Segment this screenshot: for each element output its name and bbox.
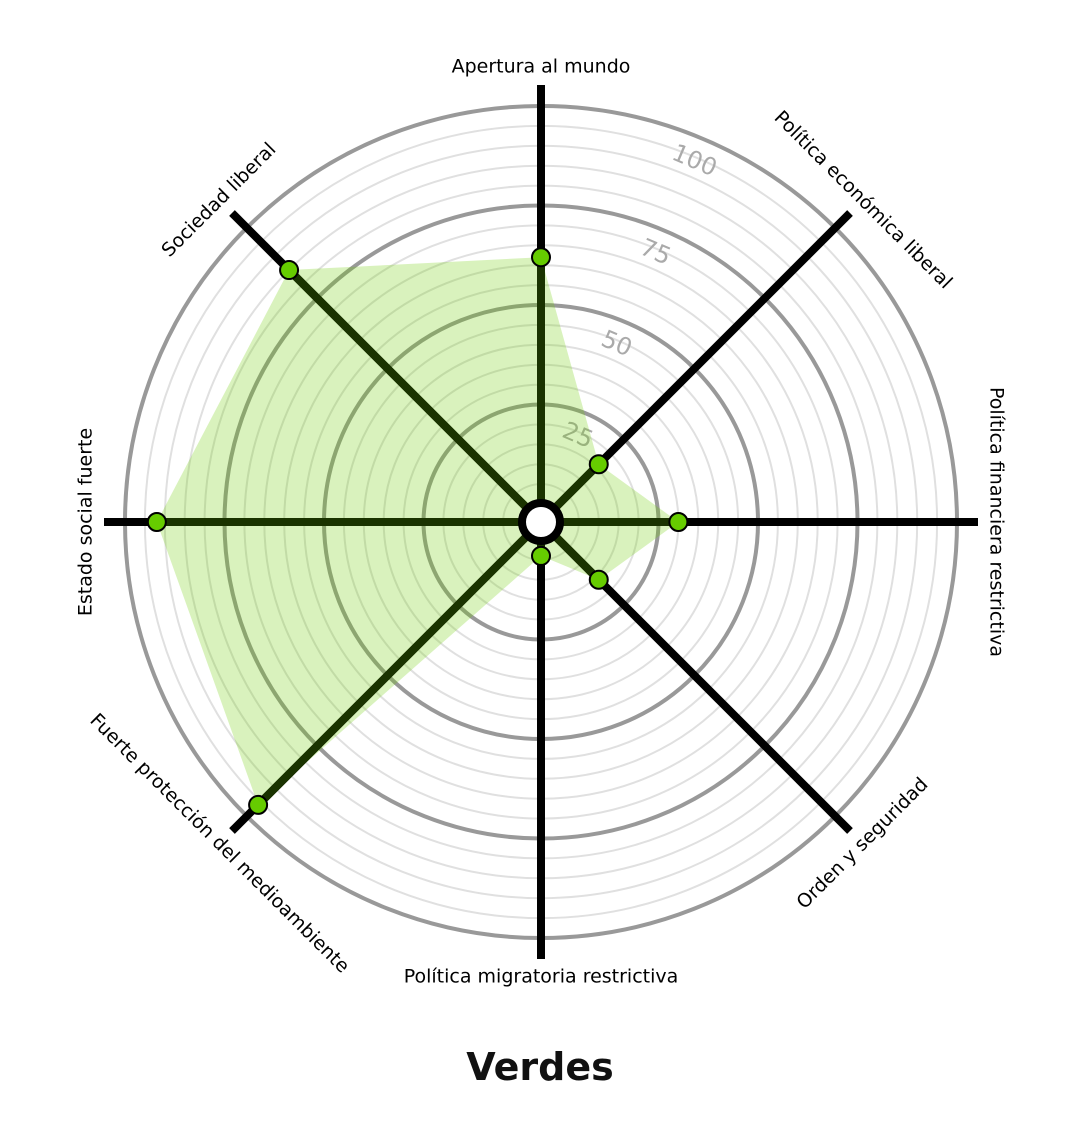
axis-label: Política migratoria restrictiva — [404, 966, 679, 988]
data-point — [588, 454, 609, 475]
data-point — [279, 260, 300, 281]
data-area — [156, 257, 679, 805]
data-point — [248, 794, 269, 815]
center-circle — [518, 499, 564, 545]
axis-label: Estado social fuerte — [75, 428, 97, 616]
data-line — [255, 519, 544, 808]
axis-label: Política financiera restrictiva — [986, 387, 1008, 657]
data-line — [286, 267, 544, 525]
data-point — [668, 512, 689, 532]
data-point — [146, 512, 167, 532]
data-point — [531, 247, 551, 268]
chart-title: Verdes — [466, 1045, 614, 1089]
data-point — [588, 569, 609, 590]
axis-label: Apertura al mundo — [452, 56, 631, 78]
data-point — [531, 545, 551, 566]
